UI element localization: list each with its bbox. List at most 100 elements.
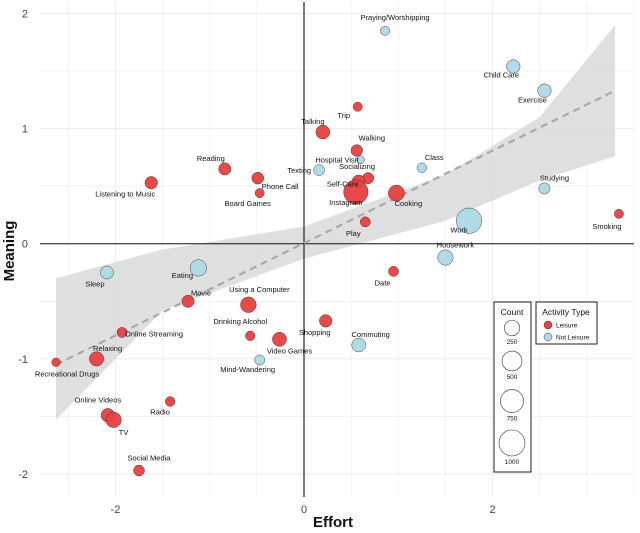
legend-size-circle [503,319,521,337]
point-label: Relaxing [93,344,122,353]
data-point [251,171,265,185]
data-points [51,25,624,477]
point-label: Recreational Drugs [35,369,99,378]
legend-color-label: Leisure [556,323,578,330]
legend-size-label: 500 [507,374,518,381]
data-point [319,314,333,328]
data-point [456,207,482,234]
x-tick-label: 2 [490,504,496,516]
legend-size-circle [501,350,523,372]
point-label: Studying [540,173,569,182]
point-label: Socializing [339,162,375,171]
legend-count: Count 250 500 750 1000 [493,301,532,473]
legend-size-label: 750 [507,416,518,423]
data-point [350,144,363,157]
point-label: Smoking [592,222,621,231]
legend-size-label: 1000 [505,459,520,466]
data-point [356,155,365,164]
point-label: Child Care [484,70,519,79]
point-label: Cooking [395,199,423,208]
legend-color-swatch [543,332,553,342]
data-point [538,182,551,195]
data-point [189,259,207,277]
point-label: Housework [437,241,475,250]
tick-labels: -2 0 2 -2 -1 0 1 2 [18,9,495,516]
data-point [254,354,265,366]
data-point [165,396,176,407]
data-point [416,162,427,173]
data-point [218,162,232,176]
trend-line [55,89,616,366]
legend-activity-title: Activity Type [542,307,590,317]
data-point [89,351,104,367]
data-point [506,59,521,74]
point-label: Shopping [299,328,331,337]
data-point [614,208,624,219]
point-label: Hospital Visit [315,156,359,165]
point-label: TV [119,428,129,437]
confidence-band-area [56,25,616,420]
data-point [343,179,369,205]
point-label: Sleep [85,280,104,289]
point-labels: Trip Talking Walking Reading Phone Call Liste… [35,13,622,463]
data-point [388,184,405,202]
legend-size-circle [500,389,524,413]
point-label: Eating [172,271,193,280]
point-label: Date [375,278,391,287]
point-label: Video Games [267,346,313,355]
point-label: Work [450,226,468,235]
point-label: Instagram [329,198,362,207]
data-point [105,411,122,428]
data-point [144,176,158,190]
trend-line-path [55,89,616,366]
point-label: Mind-Wandering [220,365,275,374]
data-point [245,330,256,341]
point-label: Movie [191,288,211,297]
zero-axes [40,2,634,497]
point-label: Online Videos [75,395,122,404]
y-tick-label: 1 [22,124,28,136]
data-point [313,164,325,176]
confidence-band [56,25,616,420]
data-point [51,357,61,367]
point-label: Board Games [225,199,272,208]
data-point [352,101,363,112]
point-label: Listening to Music [95,190,155,199]
legend-size-label: 250 [507,339,518,346]
point-label: Social Media [128,454,172,463]
data-point [380,25,390,36]
y-tick-label: -2 [18,469,28,481]
point-label: Self-Care [327,180,359,189]
point-label: Trip [337,111,350,120]
data-point [240,296,257,313]
data-point [254,188,265,198]
point-label: Reading [197,154,225,163]
y-tick-label: 0 [22,239,28,251]
point-label: Online Streaming [125,329,183,338]
point-label: Walking [359,134,385,143]
y-tick-label: 2 [22,9,28,21]
data-point [116,327,128,338]
x-tick-label: 0 [301,504,307,516]
point-label: Drinking Alcohol [213,317,267,326]
data-point [351,337,366,353]
legend-size-circle [498,429,526,457]
x-axis-title: Effort [313,514,353,531]
y-axis-title: Meaning [1,221,18,282]
legend-activity-type: Activity Type Leisure Not Leisure [535,301,598,345]
data-point [537,83,552,98]
data-point [181,294,195,308]
data-point [272,331,287,347]
point-label: Radio [150,407,170,416]
legend-count-title: Count [501,307,524,317]
legend-color-label: Not Leisure [556,335,590,342]
data-point [388,266,399,277]
data-point [315,124,331,140]
point-label: Play [346,229,361,238]
data-point [437,249,454,266]
point-label: Praying/Worshipping [361,13,430,22]
legend-activity-entries: Leisure Not Leisure [543,320,590,342]
point-label: Talking [301,117,324,126]
data-point [359,216,371,228]
